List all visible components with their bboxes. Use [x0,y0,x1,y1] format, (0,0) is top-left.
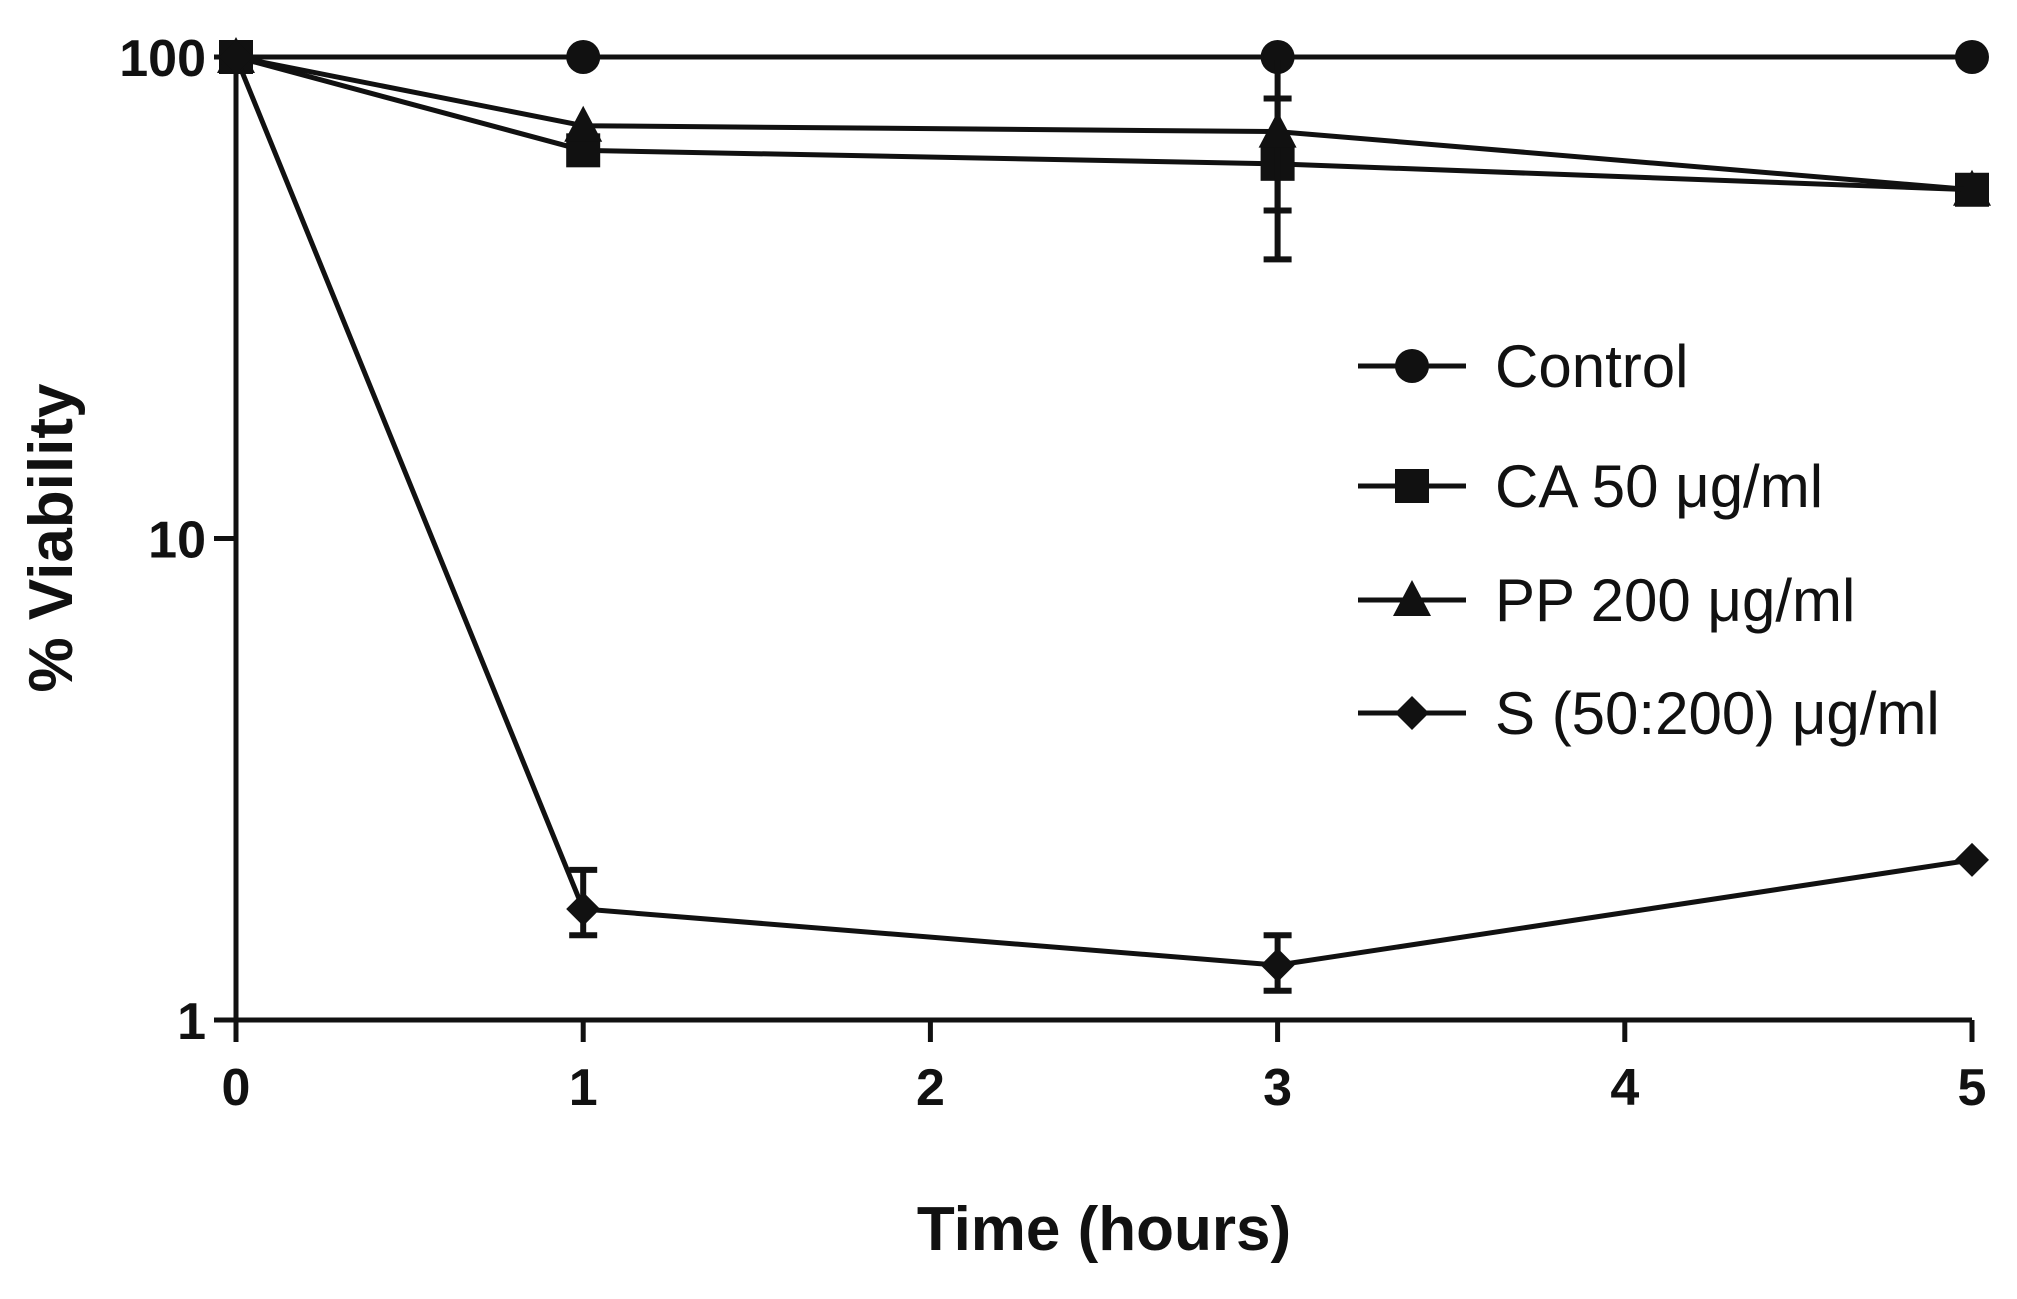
x-axis-title: Time (hours) [917,1195,1291,1264]
legend: Control CA 50 μg/ml PP 200 μg/ml S (50:200)… [1358,333,1940,747]
series-line [235,54,1973,193]
legend-item: PP 200 μg/ml [1358,567,1855,634]
data-point-triangle [1258,111,1297,148]
series-layer [217,37,1991,994]
axes [233,57,1972,1023]
data-point-diamond [1955,842,1989,877]
data-point-diamond [1260,948,1295,983]
legend-label: S (50:200) μg/ml [1495,680,1940,747]
y-ticks: 1 10 100 [119,30,236,1051]
x-tick-label: 4 [1610,1059,1639,1117]
legend-label: CA 50 μg/ml [1495,453,1823,520]
data-point-diamond [219,40,253,74]
x-tick-label: 0 [222,1059,251,1117]
y-tick-label: 100 [119,30,206,88]
series-circle [219,40,1989,74]
legend-marker-square [1395,469,1429,503]
data-point-triangle [564,105,603,142]
x-tick-label: 3 [1263,1059,1292,1117]
series-diamond [219,40,1989,994]
x-tick-label: 1 [569,1059,598,1117]
legend-label: Control [1495,333,1688,400]
legend-marker-diamond [1395,696,1429,730]
data-point-diamond [566,892,601,927]
data-point-circle [1955,40,1989,74]
legend-item: CA 50 μg/ml [1358,453,1823,520]
legend-marker-circle [1395,349,1429,383]
data-point-circle [566,40,601,74]
y-tick-label: 10 [148,512,206,570]
x-ticks: 0 1 2 3 4 5 [222,1020,1987,1117]
x-tick-label: 2 [916,1059,945,1117]
legend-marker-triangle [1393,580,1431,616]
data-point-triangle [1953,169,1991,206]
legend-item: S (50:200) μg/ml [1358,680,1940,747]
x-tick-label: 5 [1958,1059,1987,1117]
series-line [235,54,1973,193]
series-line [233,56,1973,968]
legend-item: Control [1358,333,1688,400]
legend-label: PP 200 μg/ml [1495,567,1855,634]
y-axis-title: % Viability [17,383,86,692]
y-tick-label: 1 [177,993,206,1051]
series-square [219,40,1989,263]
